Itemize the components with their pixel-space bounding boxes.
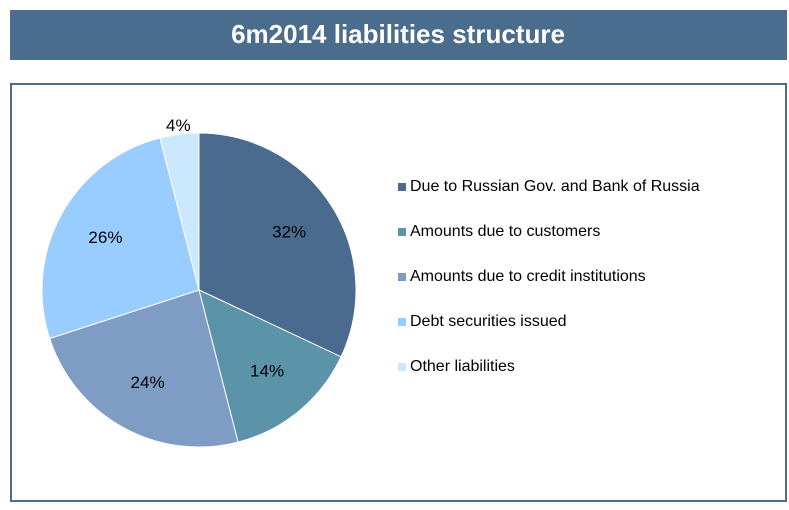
data-label: 26% bbox=[88, 228, 122, 247]
legend-label: Other liabilities bbox=[410, 358, 515, 375]
title-bar bbox=[10, 10, 787, 60]
legend-label: Amounts due to customers bbox=[410, 223, 600, 240]
legend-swatch bbox=[398, 228, 406, 236]
pie-slice bbox=[198, 132, 357, 358]
legend-swatch bbox=[398, 363, 406, 371]
data-label: 32% bbox=[272, 222, 306, 241]
pie-slice bbox=[49, 289, 239, 448]
legend-swatch bbox=[398, 183, 406, 191]
pie-slice bbox=[198, 289, 342, 443]
legend-label: Amounts due to credit institutions bbox=[410, 268, 646, 285]
legend-label: Debt securities issued bbox=[410, 313, 567, 330]
legend-swatch bbox=[398, 273, 406, 281]
data-label: 4% bbox=[166, 116, 191, 135]
data-label: 24% bbox=[131, 373, 165, 392]
pie-slice bbox=[41, 137, 200, 340]
legend-swatch bbox=[398, 318, 406, 326]
legend-label: Due to Russian Gov. and Bank of Russia bbox=[410, 178, 700, 195]
data-label: 14% bbox=[250, 362, 284, 381]
chart-title: 6m2014 liabilities structure bbox=[231, 19, 565, 49]
pie-slice bbox=[159, 132, 200, 291]
